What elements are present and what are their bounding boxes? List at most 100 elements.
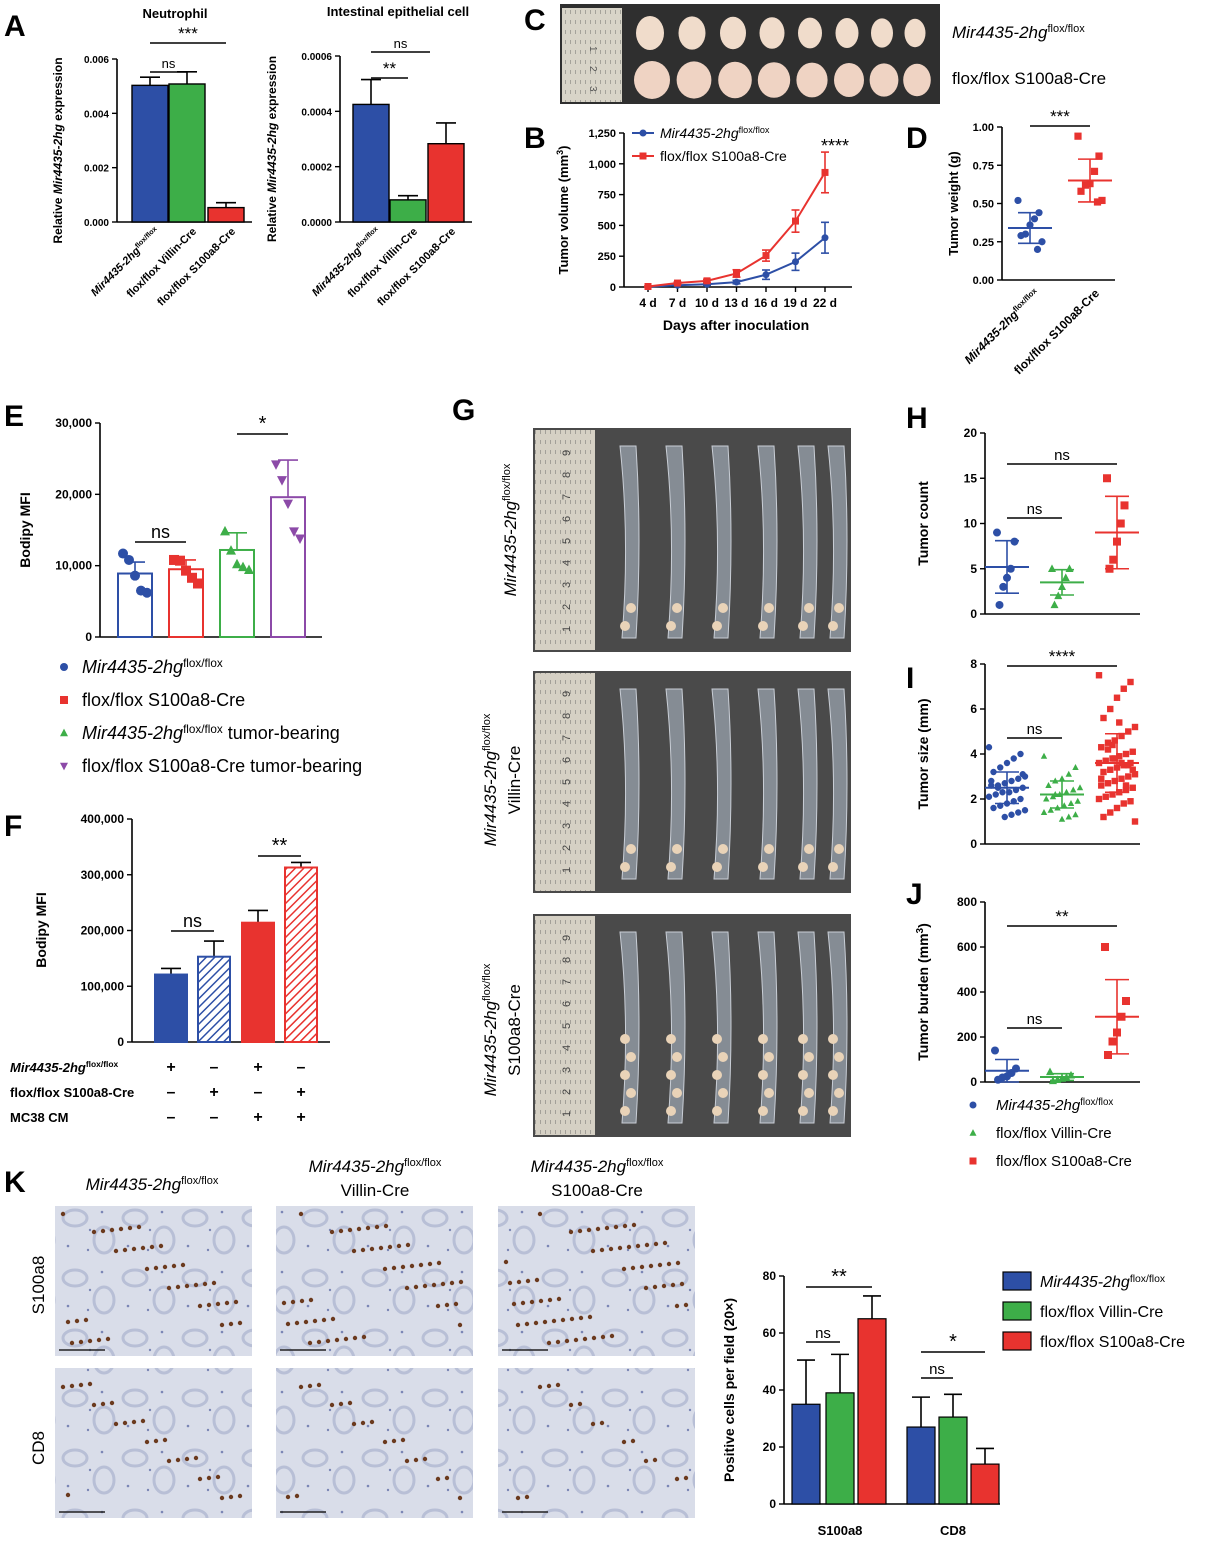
positive-cell	[321, 1317, 327, 1323]
positive-cell	[298, 1384, 304, 1390]
data-point	[1125, 728, 1132, 735]
positive-cell	[211, 1280, 217, 1286]
ruler-ticks	[535, 916, 595, 1135]
positive-cell	[60, 1384, 66, 1390]
data-point	[1017, 232, 1025, 240]
data-point	[1113, 694, 1121, 701]
y-tick-label: 20,000	[55, 487, 92, 501]
positive-cell	[193, 1455, 199, 1461]
colon-tumor	[672, 844, 682, 854]
positive-cell	[307, 1383, 313, 1389]
positive-cell	[338, 1401, 344, 1407]
data-point	[1118, 775, 1125, 782]
positive-cell	[529, 1299, 535, 1305]
x-category-label-sup: flox/flox	[1011, 285, 1039, 313]
ruler-number: 3	[561, 823, 573, 829]
data-point	[1067, 799, 1075, 807]
positive-cell	[617, 1245, 623, 1251]
colon-tumor	[620, 1070, 630, 1080]
positive-cell	[122, 1420, 128, 1426]
x-category-label-sup: flox/flox	[134, 225, 159, 250]
data-point	[1125, 762, 1132, 769]
legend-label-2: flox/flox S100a8-Cre	[996, 1153, 1132, 1170]
data-point	[1040, 752, 1048, 759]
data-point	[1058, 775, 1066, 782]
colon-tissue	[757, 688, 778, 880]
positive-cell	[131, 1246, 137, 1252]
y-tick-label: 10	[964, 517, 978, 531]
positive-cell	[683, 1302, 689, 1308]
data-point	[187, 572, 197, 583]
legend-marker	[969, 1157, 977, 1165]
ruler-tick-label: 1	[587, 46, 598, 52]
ruler-number: 1	[561, 626, 573, 632]
positive-cell	[542, 1319, 548, 1325]
positive-cell	[78, 1339, 84, 1345]
legend-label-1-suffix: flox/flox Villin-Cre	[1040, 1304, 1163, 1321]
data-point	[295, 534, 305, 545]
positive-cell	[153, 1438, 159, 1444]
y-tick-label: 10,000	[55, 559, 92, 573]
colon-tumor	[764, 603, 774, 613]
positive-cell	[316, 1339, 322, 1345]
legend-label-2-suffix: tumor-bearing	[223, 723, 340, 743]
colon-tumor	[672, 1088, 682, 1098]
tumor-top	[835, 18, 859, 48]
positive-cell	[533, 1320, 539, 1326]
ihc-image	[276, 1206, 473, 1356]
condition-value: +	[209, 1084, 218, 1101]
data-point	[792, 217, 799, 225]
significance-label: ***	[1050, 107, 1070, 126]
data-point	[1003, 759, 1011, 767]
y-tick-label: 20	[964, 426, 978, 440]
legend-label-1-suffix: flox/flox S100a8-Cre	[660, 148, 787, 164]
y-tick-label: 200	[957, 1030, 977, 1044]
photo-C-label-row2: flox/flox S100a8-Cre	[952, 69, 1106, 88]
positive-cell	[431, 1282, 437, 1288]
positive-cell	[555, 1339, 561, 1345]
significance-label: ns	[1027, 501, 1043, 518]
positive-cell	[351, 1248, 357, 1254]
data-point	[1095, 795, 1103, 803]
x-category-label-suffix: flox/flox Villin-Cre	[346, 226, 420, 300]
positive-cell	[457, 1495, 463, 1501]
positive-cell	[613, 1224, 619, 1230]
y-label-part: Relative	[265, 193, 279, 242]
positive-cell	[65, 1319, 71, 1325]
y-tick-label: 15	[964, 471, 978, 485]
colon-tumor	[712, 621, 722, 631]
y-tick-label: 400	[957, 985, 977, 999]
colon-tumor	[666, 1034, 676, 1044]
photo-C-tumors: 1 2 3	[560, 4, 940, 104]
y-tick-label: 0.0000	[301, 218, 332, 229]
panel-letter-K: K	[4, 1166, 26, 1199]
data-point	[821, 234, 829, 242]
positive-cell	[644, 1242, 650, 1248]
y-axis-label: Bodipy MFI	[17, 492, 33, 567]
positive-cell	[643, 1285, 649, 1291]
positive-cell	[215, 1301, 221, 1307]
colon-tumor	[712, 862, 722, 872]
tumor-top	[720, 16, 746, 50]
positive-cell	[405, 1242, 411, 1248]
data-point	[993, 528, 1001, 537]
y-tick-label: 0.000	[84, 218, 109, 229]
legend-marker	[60, 728, 68, 737]
positive-cell	[591, 1335, 597, 1341]
data-point	[271, 460, 281, 470]
ruler-number: 5	[561, 1023, 573, 1029]
colon-tumor	[626, 603, 636, 613]
colon-tumor	[626, 844, 636, 854]
colon-tumor	[620, 1034, 630, 1044]
data-point	[1072, 811, 1079, 818]
data-point	[1116, 719, 1123, 726]
ruler-number: 4	[561, 1045, 573, 1051]
positive-cell	[599, 1247, 605, 1253]
positive-cell	[78, 1382, 84, 1388]
data-point	[244, 564, 254, 574]
data-point	[226, 545, 236, 555]
positive-cell	[577, 1228, 583, 1234]
positive-cell	[299, 1298, 305, 1304]
colon-tumor	[712, 1070, 722, 1080]
bar-0	[131, 84, 169, 223]
